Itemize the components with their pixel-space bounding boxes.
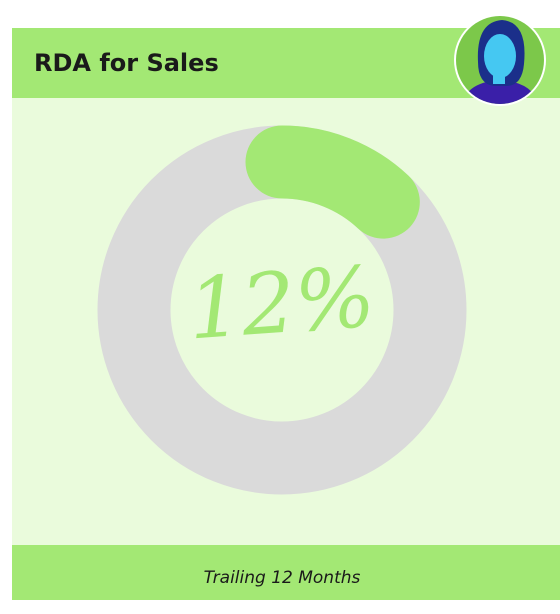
gauge: 12%: [97, 125, 467, 495]
gauge-arc: [245, 125, 420, 239]
card-title: RDA for Sales: [34, 49, 219, 77]
avatar: [454, 14, 546, 106]
gauge-value-label: 12%: [185, 248, 378, 359]
footer-text: Trailing 12 Months: [204, 568, 361, 588]
footer-band: [12, 545, 560, 600]
